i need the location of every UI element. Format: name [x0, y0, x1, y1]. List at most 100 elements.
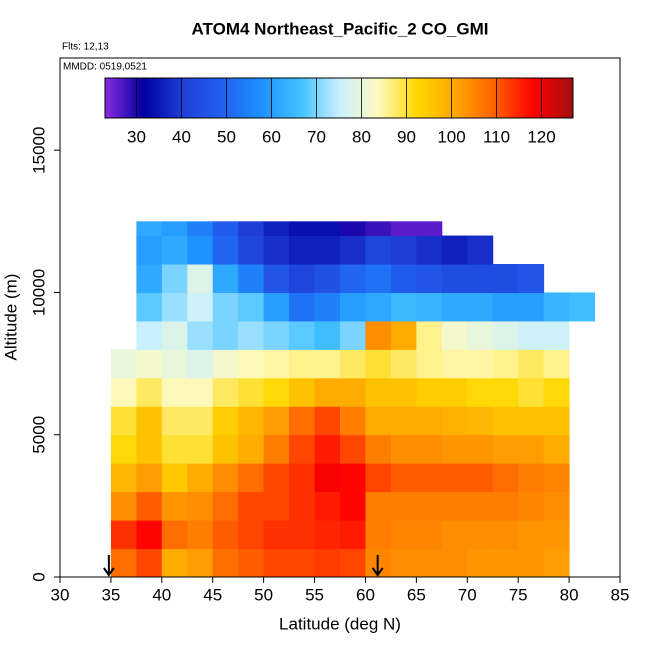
heat-cell	[136, 520, 163, 550]
heat-cell	[518, 434, 545, 464]
heat-cell	[441, 434, 468, 464]
heat-cell	[492, 377, 519, 407]
heat-cell	[365, 320, 392, 350]
heat-cell	[365, 491, 392, 521]
heat-cell	[314, 520, 341, 550]
heat-cell	[543, 463, 570, 493]
heat-cell	[238, 548, 265, 578]
heat-cell	[238, 377, 265, 407]
heat-cell	[518, 463, 545, 493]
heat-cell	[238, 520, 265, 550]
heat-cell	[187, 377, 214, 407]
colorbar-tick-label: 110	[483, 127, 510, 146]
heat-cell	[441, 349, 468, 379]
heat-cell	[314, 406, 341, 436]
heat-cell	[289, 235, 316, 265]
heat-cell	[441, 548, 468, 578]
heat-cell	[187, 320, 214, 350]
heat-cell	[314, 264, 341, 293]
heat-cell	[289, 377, 316, 407]
heat-cell	[340, 434, 366, 464]
heat-cell	[390, 434, 417, 464]
heat-cell	[212, 292, 239, 322]
heat-cell	[187, 434, 214, 464]
heat-cell	[390, 548, 417, 578]
heat-cell	[492, 520, 519, 550]
colorbar-tick-label: 60	[262, 127, 281, 146]
heat-cell	[187, 349, 214, 379]
heat-cell	[289, 520, 316, 550]
heat-cell	[212, 520, 239, 550]
heat-cell	[543, 491, 570, 521]
heat-cell	[212, 221, 239, 237]
x-tick-label: 80	[560, 585, 579, 604]
heat-cell	[365, 292, 392, 322]
x-tick-label: 45	[203, 585, 222, 604]
annotation: MMDD: 0519,0521	[63, 62, 147, 73]
heat-cell	[263, 264, 290, 293]
heat-cell	[289, 349, 316, 379]
heat-cell	[518, 349, 545, 379]
heat-cell	[263, 235, 290, 265]
heat-cell	[110, 406, 137, 436]
heat-cell	[263, 292, 290, 322]
heat-cell	[110, 463, 137, 493]
heat-cell	[467, 406, 494, 436]
heat-cell	[416, 520, 443, 550]
heat-cell	[390, 235, 417, 265]
heat-cell	[467, 434, 494, 464]
heat-cell	[467, 463, 494, 493]
heat-cell	[492, 292, 519, 322]
heat-cell	[390, 221, 417, 237]
heat-cell	[416, 434, 443, 464]
heat-cell	[212, 491, 239, 521]
heat-cell	[467, 349, 494, 379]
arrow-marker	[103, 555, 115, 577]
heat-cell	[441, 463, 468, 493]
heat-cell	[340, 406, 366, 436]
heat-cell	[110, 548, 137, 578]
heat-cell	[416, 406, 443, 436]
heat-cell	[136, 292, 163, 322]
x-tick-label: 55	[305, 585, 324, 604]
x-tick-label: 75	[509, 585, 528, 604]
heat-cell	[289, 491, 316, 521]
heat-cell	[416, 292, 443, 322]
heat-cell	[340, 377, 366, 407]
heat-cell	[289, 264, 316, 293]
heat-cell	[441, 520, 468, 550]
heat-cell	[314, 463, 341, 493]
heat-cell	[238, 221, 265, 237]
heat-cell	[416, 349, 443, 379]
heat-cell	[110, 377, 137, 407]
heat-cell	[136, 463, 163, 493]
heat-cell	[314, 349, 341, 379]
heat-cell	[136, 221, 163, 237]
colorbar-tick-label: 100	[437, 127, 465, 146]
heat-cell	[187, 406, 214, 436]
heat-cell	[441, 320, 468, 350]
heat-cell	[416, 377, 443, 407]
heat-cell	[340, 221, 366, 237]
x-tick-label: 60	[356, 585, 375, 604]
heat-cell	[314, 377, 341, 407]
heat-cell	[340, 292, 366, 322]
heat-cell	[518, 491, 545, 521]
heat-cell	[238, 463, 265, 493]
heat-cell	[238, 235, 265, 265]
heat-cell	[365, 235, 392, 265]
heat-cell	[518, 377, 545, 407]
heat-cell	[314, 434, 341, 464]
heat-cell	[467, 235, 494, 265]
heat-cell	[187, 491, 214, 521]
heat-cell	[161, 491, 188, 521]
heat-cell	[110, 491, 137, 521]
heat-cell	[365, 349, 392, 379]
heat-cell	[263, 406, 290, 436]
heat-cell	[314, 491, 341, 521]
heat-cell	[441, 292, 468, 322]
heat-cell	[238, 320, 265, 350]
heat-cell	[518, 320, 545, 350]
heat-cell	[492, 491, 519, 521]
